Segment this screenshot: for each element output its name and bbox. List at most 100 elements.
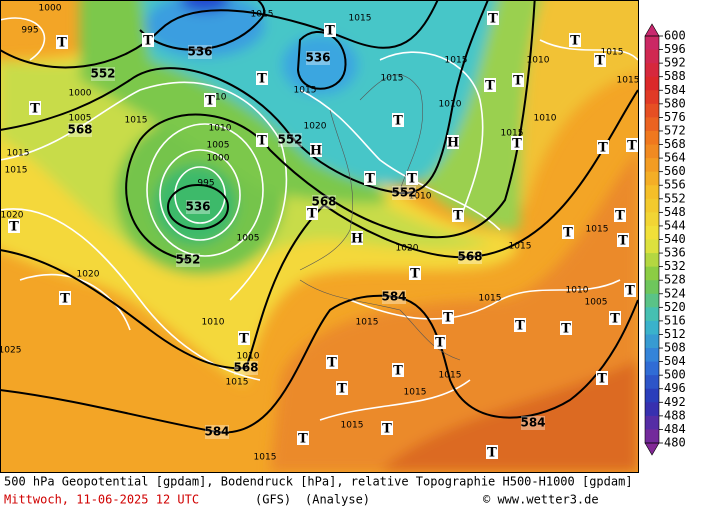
pressure-label: 1015 <box>381 74 404 84</box>
marker-bg <box>614 208 626 222</box>
marker-bg <box>434 335 446 349</box>
colorbar-label: 516 <box>664 313 686 327</box>
geopotential-label: 584 <box>204 425 229 439</box>
colorbar-segment <box>645 144 659 159</box>
colorbar-segment <box>645 415 659 430</box>
colorbar-segment <box>645 36 659 51</box>
label-bg <box>186 200 210 214</box>
marker-bg <box>59 291 71 305</box>
colorbar-label: 532 <box>664 259 686 273</box>
colorbar-segment <box>645 225 659 240</box>
pressure-label: 1010 <box>566 286 589 296</box>
label-bg <box>392 186 416 200</box>
colorbar-label: 496 <box>664 381 686 395</box>
label-bg <box>521 416 545 430</box>
pressure-label: 1010 <box>202 318 225 328</box>
pressure-label: 1015 <box>356 318 379 328</box>
pressure-label: 1010 <box>527 56 550 66</box>
pressure-marker: T <box>625 284 635 299</box>
pressure-marker: T <box>487 446 497 461</box>
marker-bg <box>364 171 376 185</box>
pressure-label: 1015 <box>341 421 364 431</box>
pressure-marker: T <box>512 137 522 152</box>
marker-bg <box>406 171 418 185</box>
colorbar-segment <box>645 130 659 146</box>
colorbar-label: 584 <box>664 83 686 97</box>
colorbar-label: 480 <box>664 436 686 450</box>
pressure-marker: T <box>298 432 308 447</box>
pressure-marker: T <box>382 422 392 437</box>
pressure-marker: T <box>615 209 625 224</box>
pressure-label: 1005 <box>585 298 608 308</box>
pressure-marker: T <box>57 36 67 51</box>
pressure-marker: T <box>239 332 249 347</box>
pressure-label: 1015 <box>439 371 462 381</box>
pressure-label: 1015 <box>501 129 524 139</box>
pressure-label: 1010 <box>209 124 232 134</box>
marker-bg <box>409 266 421 280</box>
geopotential-label: 536 <box>185 200 210 214</box>
pressure-marker: T <box>435 336 445 351</box>
colorbar-label: 484 <box>664 422 686 436</box>
pressure-label: 1015 <box>617 76 640 86</box>
pressure-label: 1000 <box>39 4 62 14</box>
pressure-label: 1020 <box>77 270 100 280</box>
pressure-marker: T <box>410 267 420 282</box>
pressure-marker: T <box>143 34 153 49</box>
colorbar-segment <box>645 198 659 213</box>
marker-bg <box>626 138 638 152</box>
colorbar-label: 552 <box>664 191 686 205</box>
colorbar-segment <box>645 307 659 322</box>
pressure-label: 1025 <box>0 346 21 356</box>
colorbar-segment <box>645 171 659 186</box>
colorbar-segment <box>645 361 659 376</box>
pressure-marker: T <box>60 292 70 307</box>
pressure-label: 1015 <box>5 166 28 176</box>
pressure-marker: T <box>205 94 215 109</box>
colorbar-label: 560 <box>664 164 686 178</box>
marker-bg <box>562 225 574 239</box>
pressure-label: 1015 <box>125 116 148 126</box>
pressure-label: 1015 <box>251 10 274 20</box>
marker-bg <box>609 311 621 325</box>
marker-bg <box>392 113 404 127</box>
colorbar-label: 548 <box>664 205 686 219</box>
pressure-marker: T <box>393 364 403 379</box>
geopotential-label: 568 <box>457 250 482 264</box>
colorbar-segment <box>645 334 659 349</box>
label-bg <box>68 123 92 137</box>
colorbar-label: 504 <box>664 354 686 368</box>
pressure-label: 1015 <box>445 56 468 66</box>
footer-model: (GFS) <box>255 493 291 507</box>
colorbar-segment <box>645 239 659 254</box>
colorbar-label: 524 <box>664 286 686 300</box>
marker-bg <box>569 33 581 47</box>
colorbar-segment <box>645 185 659 200</box>
pressure-label: 1015 <box>254 453 277 463</box>
pressure-marker: T <box>570 34 580 49</box>
marker-bg <box>512 73 524 87</box>
geopotential-label: 536 <box>305 51 330 65</box>
pressure-marker: T <box>485 79 495 94</box>
marker-bg <box>487 11 499 25</box>
pressure-marker: T <box>513 74 523 89</box>
geopotential-contours <box>0 0 638 434</box>
geopotential-label: 536 <box>187 45 212 59</box>
colorbar-label: 544 <box>664 218 686 232</box>
map: 1000 995 1015 1015 1010 1010 1005 1000 995 1005 10… <box>0 0 640 472</box>
colorbar-label: 492 <box>664 395 686 409</box>
colorbar-segment <box>645 388 659 403</box>
pressure-label: 1015 <box>509 242 532 252</box>
colorbar-label: 572 <box>664 123 686 137</box>
geopotential-label: 552 <box>391 186 416 200</box>
pressure-marker: T <box>407 172 417 187</box>
colorbar-segment <box>645 429 659 444</box>
colorbar-segment <box>645 266 659 281</box>
pressure-marker: T <box>307 207 317 222</box>
pressure-label: 1005 <box>69 114 92 124</box>
label-bg <box>312 195 336 209</box>
pressure-marker: T <box>561 322 571 337</box>
footer-title: 500 hPa Geopotential [gpdam], Bodendruck… <box>4 475 633 489</box>
label-bg <box>278 133 302 147</box>
label-bg <box>188 45 212 59</box>
